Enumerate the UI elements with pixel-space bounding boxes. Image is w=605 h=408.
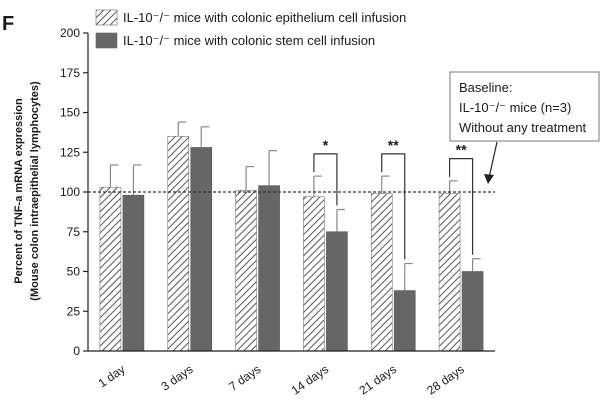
baseline: Baseline: IL-10⁻/⁻ mice (n=3) Without any … — [88, 71, 600, 193]
y-axis-label-line1: Percent of TNF-a mRNA expression — [13, 98, 25, 284]
baseline-arrow-head — [484, 174, 494, 184]
bar-series-1 — [303, 196, 325, 352]
bar-series-2 — [190, 147, 213, 352]
baseline-label-line: IL-10⁻/⁻ mice (n=3) — [459, 100, 571, 115]
significance-bracket — [313, 153, 338, 206]
x-tick-label: 28 days — [424, 362, 466, 398]
legend-label-series-2: IL-10⁻/⁻ mice with colonic stem cell inf… — [123, 33, 375, 48]
y-tick-label: 50 — [67, 265, 81, 279]
y-tick-label: 100 — [60, 185, 80, 199]
significance-label: * — [323, 137, 329, 153]
x-tick-label: 21 days — [357, 362, 399, 398]
bar-series-1 — [370, 193, 393, 352]
panel-label: F — [2, 13, 14, 35]
bars — [99, 121, 484, 352]
x-tick-label: 3 days — [158, 362, 195, 394]
y-tick-label: 25 — [67, 304, 81, 318]
y-axis: 0 25 50 75 100 125 150 175 200 — [60, 26, 89, 358]
significance-label: ** — [388, 137, 399, 153]
y-axis-label-line2: (Mouse colon intraepithelial lymphocytes… — [29, 81, 41, 301]
x-tick-label: 14 days — [289, 362, 331, 398]
y-tick-label: 75 — [67, 225, 81, 239]
bar-series-2 — [326, 231, 348, 352]
y-tick-label: 175 — [60, 66, 80, 80]
baseline-box — [449, 71, 600, 142]
legend: IL-10⁻/⁻ mice with colonic epithelium ce… — [95, 9, 406, 49]
significance-bracket — [448, 158, 474, 255]
x-axis: 1 day 3 days 7 days 14 days 21 days 28 days — [88, 350, 495, 398]
significance-label: ** — [456, 142, 467, 158]
bar-series-2 — [461, 271, 484, 352]
significance-markers: * ** ** — [313, 137, 474, 260]
bar-series-1 — [99, 186, 122, 352]
legend-swatch-series-1 — [95, 9, 118, 26]
baseline-label-line: Baseline: — [459, 80, 512, 95]
y-tick-label: 125 — [60, 145, 80, 159]
bar-series-2 — [258, 185, 280, 352]
x-tick-label: 7 days — [226, 362, 263, 394]
x-tick-label: 1 day — [96, 362, 128, 390]
bar-series-2 — [393, 290, 416, 352]
bar-series-1 — [438, 193, 461, 352]
bar-series-1 — [167, 136, 190, 352]
baseline-arrow-shaft — [488, 141, 498, 179]
bar-series-2 — [122, 194, 145, 352]
y-tick-label: 200 — [60, 26, 80, 40]
significance-bracket — [381, 153, 406, 260]
legend-swatch-series-2 — [95, 32, 118, 49]
legend-label-series-1: IL-10⁻/⁻ mice with colonic epithelium ce… — [123, 10, 406, 25]
y-tick-label: 150 — [60, 106, 80, 120]
y-tick-label: 0 — [73, 344, 80, 358]
baseline-label-line: Without any treatment — [459, 120, 587, 135]
bar-series-1 — [235, 190, 257, 352]
